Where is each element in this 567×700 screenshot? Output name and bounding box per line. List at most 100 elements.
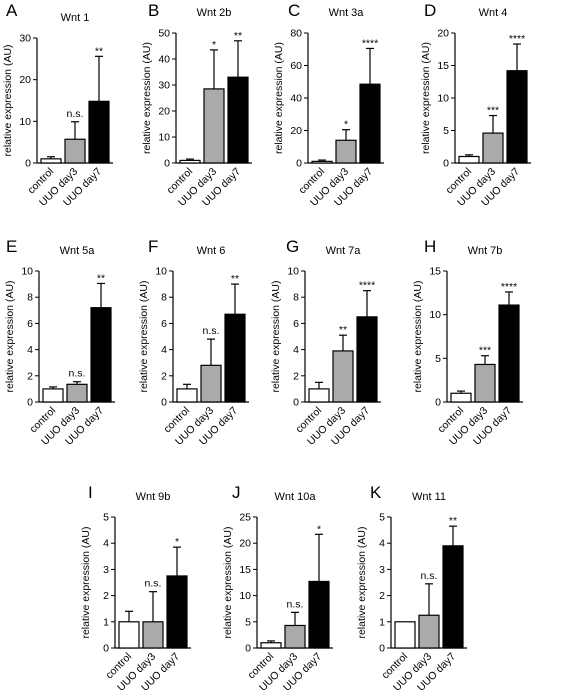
bar	[142, 621, 164, 649]
significance-label: ****	[359, 280, 375, 292]
y-axis-label: relative expression (AU)	[138, 280, 150, 392]
y-tick-label: 20	[437, 28, 449, 40]
significance-label: *	[344, 119, 348, 131]
panel-c: C Wnt 3a relative expression (AU) 0 20 40 60 80…	[273, 1, 384, 209]
y-tick-label: 4	[27, 344, 33, 356]
y-tick-label: 30	[158, 80, 170, 92]
bar	[260, 642, 282, 649]
y-tick-label: 0	[161, 397, 167, 409]
y-tick-label: 6	[161, 318, 167, 330]
y-tick-label: 10	[437, 93, 449, 105]
y-tick-label: 10	[155, 266, 167, 278]
bar	[118, 621, 140, 649]
y-tick-label: 5	[435, 353, 441, 365]
bar	[308, 580, 330, 649]
significance-label: **	[97, 272, 105, 284]
panel-letter: I	[88, 483, 93, 502]
y-tick-label: 0	[435, 397, 441, 409]
significance-label: n.s.	[287, 598, 304, 610]
y-tick-label: 4	[103, 538, 109, 550]
panel-j: J Wnt 10a relative expression (AU) 0 5 10 15 20…	[222, 483, 333, 694]
y-tick-label: 5	[245, 616, 251, 628]
significance-label: ***	[487, 105, 499, 117]
y-tick-label: 4	[379, 538, 385, 550]
y-tick-label: 60	[290, 60, 302, 72]
y-tick-label: 30	[19, 33, 31, 45]
y-tick-label: 6	[293, 318, 299, 330]
panel-letter: K	[370, 483, 382, 502]
y-tick-label: 0	[443, 158, 449, 170]
y-tick-label: 0	[245, 643, 251, 655]
significance-label: *	[317, 523, 321, 535]
y-axis-label: relative expression (AU)	[356, 526, 368, 638]
y-tick-label: 5	[443, 125, 449, 137]
y-tick-label: 10	[287, 266, 299, 278]
bar	[224, 313, 246, 403]
chart-title: Wnt 5a	[60, 245, 96, 257]
chart-title: Wnt 7b	[468, 245, 503, 257]
bar	[418, 614, 440, 649]
bar	[200, 364, 222, 403]
y-tick-label: 0	[293, 397, 299, 409]
chart-title: Wnt 10a	[275, 491, 317, 503]
y-axis-label: relative expression (AU)	[222, 526, 234, 638]
y-tick-label: 4	[293, 344, 299, 356]
y-tick-label: 6	[27, 318, 33, 330]
y-tick-label: 20	[239, 538, 251, 550]
bar	[332, 350, 354, 403]
y-tick-label: 0	[379, 643, 385, 655]
bar	[179, 159, 201, 164]
bar	[166, 575, 188, 649]
y-tick-label: 20	[158, 106, 170, 118]
significance-label: n.s.	[203, 325, 220, 337]
significance-label: ****	[509, 33, 525, 45]
y-tick-label: 1	[379, 616, 385, 628]
y-axis-label: relative expression (AU)	[270, 280, 282, 392]
y-tick-label: 5	[379, 512, 385, 524]
y-tick-label: 4	[161, 344, 167, 356]
y-tick-label: 3	[379, 564, 385, 576]
bar	[450, 392, 472, 403]
y-axis-label: relative expression (AU)	[141, 42, 153, 154]
significance-label: **	[95, 45, 103, 57]
bar	[284, 624, 306, 649]
y-tick-label: 0	[164, 158, 170, 170]
bar	[498, 304, 520, 403]
chart-title: Wnt 3a	[329, 7, 365, 19]
chart-title: Wnt 1	[61, 12, 90, 24]
y-tick-label: 10	[429, 309, 441, 321]
bar	[356, 316, 378, 403]
bar	[482, 132, 504, 164]
y-tick-label: 2	[293, 370, 299, 382]
chart-title: Wnt 9b	[136, 491, 171, 503]
bar	[506, 70, 528, 164]
bar	[66, 383, 88, 403]
bar	[308, 388, 330, 403]
bar	[64, 138, 86, 164]
y-tick-label: 2	[379, 590, 385, 602]
y-axis-label: relative expression (AU)	[80, 526, 92, 638]
y-axis-label: relative expression (AU)	[412, 280, 424, 392]
y-tick-label: 0	[103, 643, 109, 655]
y-tick-label: 2	[161, 370, 167, 382]
bar	[458, 155, 480, 164]
y-axis-label: relative expression (AU)	[273, 42, 285, 154]
y-tick-label: 0	[25, 158, 31, 170]
bar	[90, 307, 112, 403]
y-tick-label: 2	[27, 370, 33, 382]
y-tick-label: 1	[103, 616, 109, 628]
bar	[394, 621, 416, 649]
y-tick-label: 0	[296, 158, 302, 170]
significance-label: n.s.	[69, 368, 86, 380]
panel-letter: E	[6, 237, 17, 256]
bar	[227, 76, 249, 164]
y-axis-label: relative expression (AU)	[4, 280, 16, 392]
significance-label: **	[449, 515, 457, 527]
significance-label: n.s.	[145, 578, 162, 590]
